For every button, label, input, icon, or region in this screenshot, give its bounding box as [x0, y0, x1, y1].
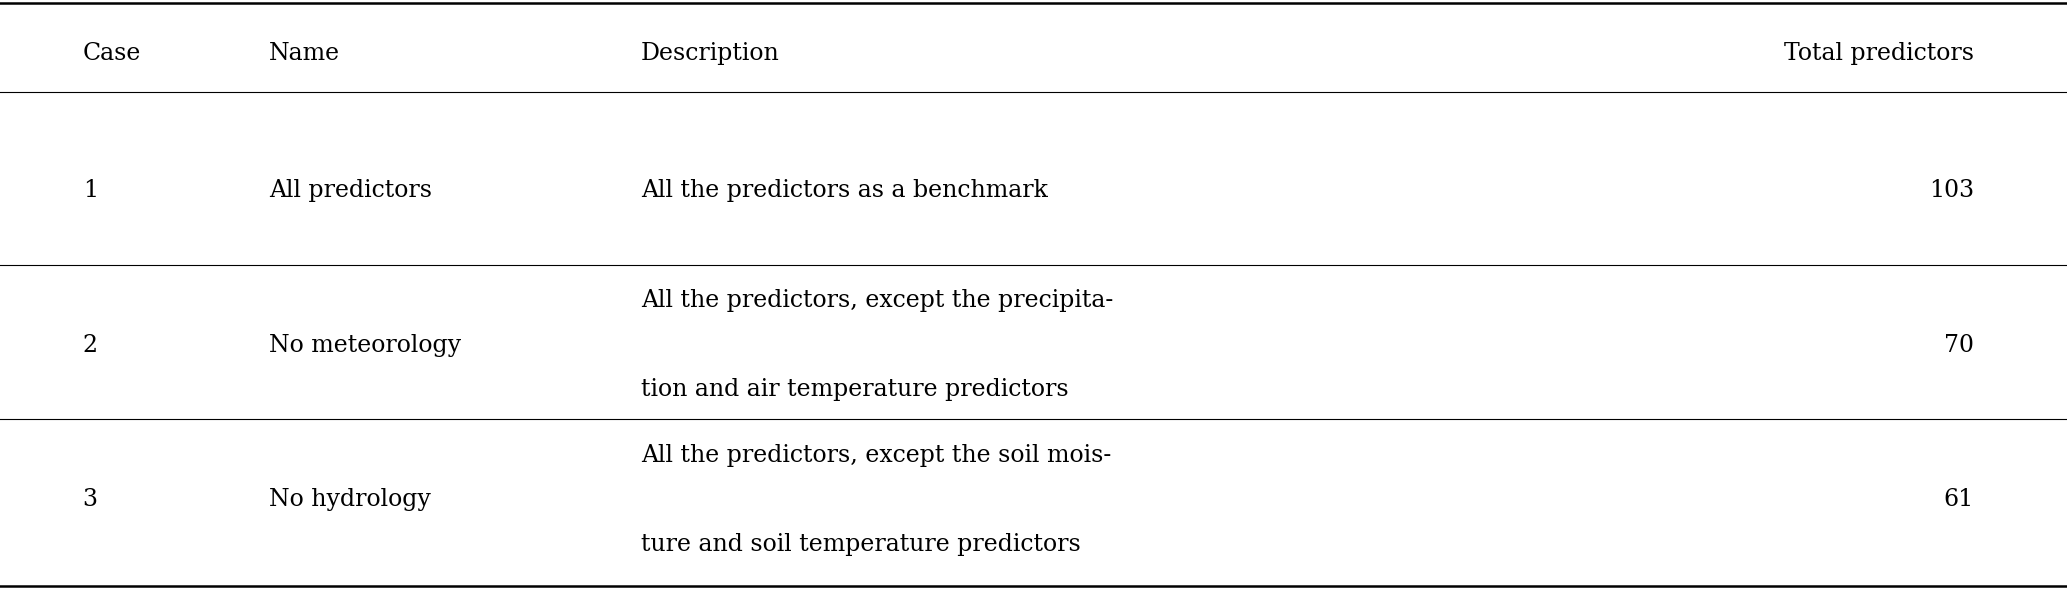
Text: tion and air temperature predictors: tion and air temperature predictors: [641, 378, 1069, 401]
Text: 61: 61: [1943, 488, 1974, 511]
Text: ture and soil temperature predictors: ture and soil temperature predictors: [641, 533, 1081, 556]
Text: No meteorology: No meteorology: [269, 334, 461, 356]
Text: All predictors: All predictors: [269, 179, 432, 202]
Text: Description: Description: [641, 42, 779, 65]
Text: 3: 3: [83, 488, 97, 511]
Text: 2: 2: [83, 334, 97, 356]
Text: Total predictors: Total predictors: [1784, 42, 1974, 65]
Text: Name: Name: [269, 42, 339, 65]
Text: 1: 1: [83, 179, 97, 202]
Text: 70: 70: [1943, 334, 1974, 356]
Text: All the predictors, except the soil mois-: All the predictors, except the soil mois…: [641, 444, 1112, 466]
Text: 103: 103: [1929, 179, 1974, 202]
Text: No hydrology: No hydrology: [269, 488, 430, 511]
Text: All the predictors, except the precipita-: All the predictors, except the precipita…: [641, 289, 1112, 312]
Text: Case: Case: [83, 42, 141, 65]
Text: All the predictors as a benchmark: All the predictors as a benchmark: [641, 179, 1048, 202]
